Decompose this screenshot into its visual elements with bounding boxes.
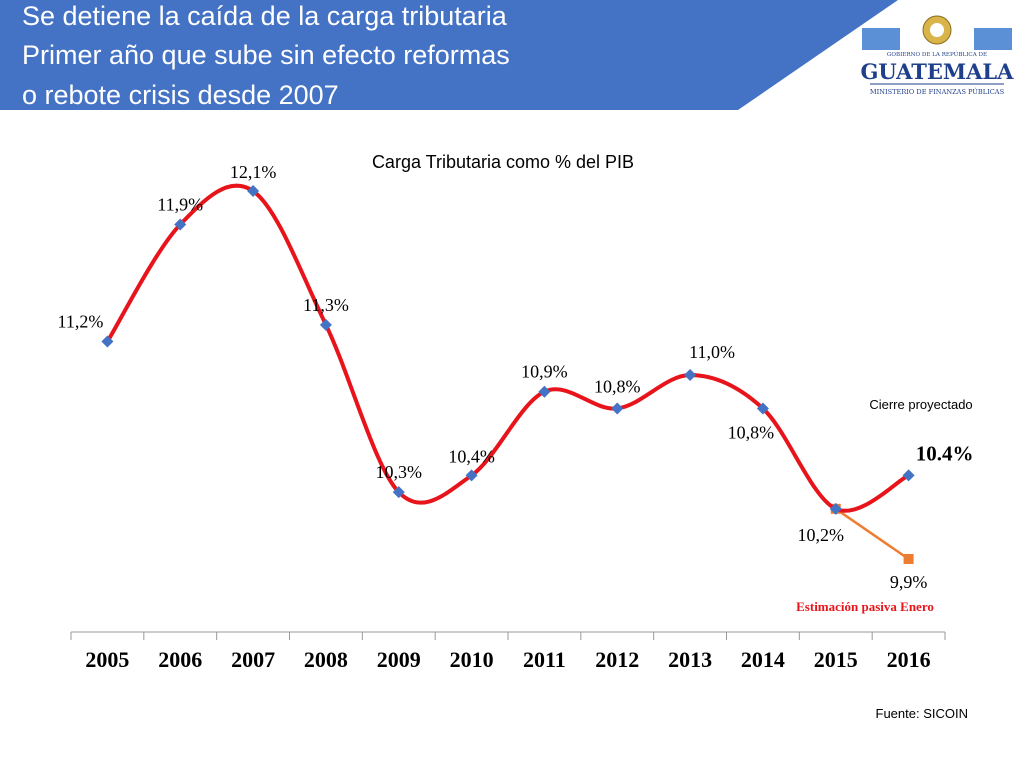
chart-title: Carga Tributaria como % del PIB xyxy=(372,152,634,172)
data-labels: 11,2% 11,9% 12,1% 11,3% 10,3% 10,4% 10,9% 10,8%… xyxy=(58,162,974,592)
data-label-2005: 11,2% xyxy=(58,312,104,332)
slide-title-line-3: o rebote crisis desde 2007 xyxy=(22,80,339,110)
logo-top-text: GOBIERNO DE LA REPÚBLICA DE xyxy=(887,50,987,58)
passive-estimate-line xyxy=(835,507,910,561)
data-point-2014 xyxy=(756,402,769,415)
data-point-2016 xyxy=(902,469,915,482)
series-layer xyxy=(101,183,915,564)
data-point-2006 xyxy=(174,218,187,231)
data-label-2014: 10,8% xyxy=(728,422,775,442)
x-tick-label-2008: 2008 xyxy=(304,647,348,672)
x-tick-label-2006: 2006 xyxy=(158,647,202,672)
x-tick-label-2016: 2016 xyxy=(887,647,931,672)
data-point-2009 xyxy=(392,486,405,499)
passive-estimate-label-2016: 9,9% xyxy=(890,572,928,592)
x-tick-label-2012: 2012 xyxy=(595,647,639,672)
title-banner-shape xyxy=(0,0,898,110)
passive-estimate-marker-2016 xyxy=(903,554,914,564)
passive-estimate-annotation: Estimación pasiva Enero xyxy=(796,599,934,614)
data-label-2006: 11,9% xyxy=(157,194,203,214)
data-label-2010: 10,4% xyxy=(448,446,495,466)
data-point-2013 xyxy=(684,369,697,381)
data-label-2007: 12,1% xyxy=(230,162,277,182)
logo-sub-text: MINISTERIO DE FINANZAS PÚBLICAS xyxy=(870,87,1005,96)
coat-of-arms-icon xyxy=(862,15,1012,50)
data-point-2010 xyxy=(465,469,478,482)
data-label-2015: 10,2% xyxy=(798,525,845,545)
slide-title-line-2: Primer año que sube sin efecto reformas xyxy=(22,40,510,70)
x-tick-label-2011: 2011 xyxy=(523,647,566,672)
x-axis: 2005 2006 2007 2008 2009 2010 2011 2012 2013 2014… xyxy=(70,631,946,672)
x-tick-label-2013: 2013 xyxy=(668,647,712,672)
data-point-2015 xyxy=(829,502,842,515)
guatemala-ministry-logo: GOBIERNO DE LA REPÚBLICA DE GUATEMALA MI… xyxy=(861,15,1015,96)
logo-main-text: GUATEMALA xyxy=(861,59,1015,84)
projected-close-annotation: Cierre proyectado xyxy=(869,397,972,412)
data-label-2008: 11,3% xyxy=(303,295,349,315)
data-point-2005 xyxy=(101,335,114,348)
x-tick-label-2005: 2005 xyxy=(85,647,129,672)
x-tick-label-2009: 2009 xyxy=(377,647,421,672)
x-tick-label-2015: 2015 xyxy=(814,647,858,672)
slide-title-line-1: Se detiene la caída de la carga tributar… xyxy=(22,1,507,31)
data-point-2011 xyxy=(538,385,551,398)
x-tick-label-2007: 2007 xyxy=(231,647,275,672)
data-point-2008 xyxy=(319,318,332,331)
data-label-2012: 10,8% xyxy=(594,376,641,396)
data-point-2012 xyxy=(611,402,624,415)
source-note: Fuente: SICOIN xyxy=(875,706,968,721)
data-label-2009: 10,3% xyxy=(376,462,423,482)
data-label-2013: 11,0% xyxy=(689,342,735,362)
data-label-2011: 10,9% xyxy=(521,362,568,382)
header-banner xyxy=(0,0,898,110)
x-tick-label-2014: 2014 xyxy=(741,647,785,672)
data-point-2007 xyxy=(247,185,260,197)
x-tick-label-2010: 2010 xyxy=(450,647,494,672)
data-label-2016: 10.4% xyxy=(916,441,974,465)
tax-burden-line xyxy=(105,183,910,513)
